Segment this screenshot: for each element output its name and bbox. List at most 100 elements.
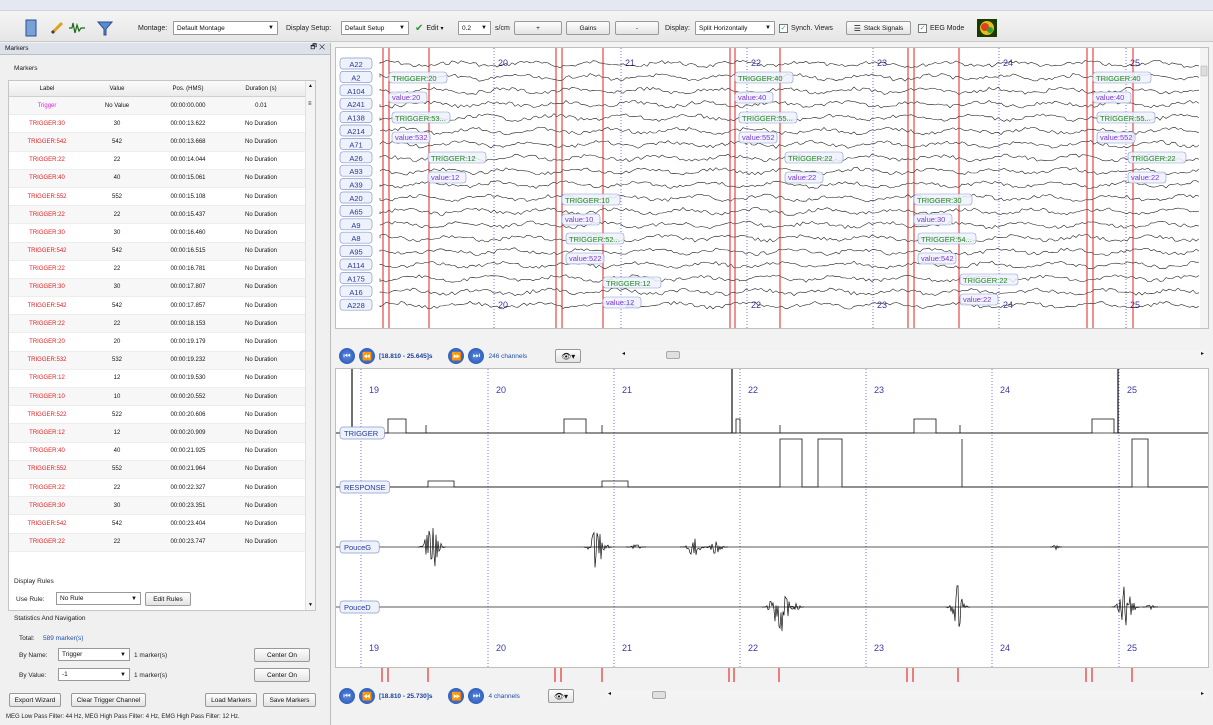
col-pos-header[interactable]: Pos. (HMS) [172, 85, 204, 92]
meg-horizontal-scrollbar[interactable]: ◂ ▸ [620, 350, 1206, 360]
emg-horizontal-scrollbar[interactable]: ◂ ▸ [606, 690, 1206, 700]
marker-value-cell: 552 [111, 193, 122, 200]
load-markers-button[interactable]: Load Markers [205, 693, 257, 707]
clear-trigger-channel-button[interactable]: Clear Trigger Channel [71, 693, 146, 707]
visibility-eye-icon[interactable]: 👁▾ [555, 349, 582, 363]
channel-label-box [339, 540, 380, 554]
pencil-icon[interactable] [48, 18, 66, 38]
filter-icon[interactable] [96, 18, 114, 38]
table-row[interactable]: TRIGGER:542 542 00:00:23.404 No Duration [9, 515, 315, 534]
stack-signals-button[interactable]: ☰ Stack Signals [846, 21, 911, 35]
marker-pos-cell: 00:00:17.807 [170, 284, 206, 291]
table-row[interactable]: TRIGGER:12 12 00:00:20.909 No Duration [9, 424, 315, 443]
channel-label: A241 [347, 100, 365, 109]
edit-menu[interactable]: ✔ Edit ▾ [415, 21, 443, 35]
channel-label-box [339, 97, 373, 110]
use-rule-select[interactable]: No Rule ▼ [56, 592, 141, 605]
table-row[interactable]: TRIGGER:30 30 00:00:16.460 No Duration [9, 224, 315, 243]
center-on-value-button[interactable]: Center On [254, 668, 310, 682]
visibility-eye-icon[interactable]: 👁▾ [547, 689, 574, 703]
marker-pos-cell: 00:00:21.925 [170, 448, 206, 455]
montage-select[interactable]: Default Montage ▼ [173, 21, 278, 35]
title-band [0, 0, 1213, 11]
table-row[interactable]: TRIGGER:552 552 00:00:15.108 No Duration [9, 188, 315, 207]
channel-label-box [339, 138, 373, 150]
marker-label-cell: TRIGGER:22 [29, 539, 65, 546]
table-row[interactable]: TRIGGER:12 12 00:00:19.530 No Duration [9, 370, 315, 388]
table-row[interactable]: TRIGGER:552 552 00:00:21.964 No Duration [9, 460, 315, 479]
table-row[interactable]: TRIGGER:30 30 00:00:17.807 No Duration [9, 278, 315, 298]
fast-forward-icon[interactable]: ⏩ [448, 688, 465, 704]
col-duration-header[interactable]: Duration (s) [245, 85, 277, 92]
table-row[interactable]: TRIGGER:40 40 00:00:15.061 No Duration [9, 169, 315, 188]
skip-start-icon[interactable]: ⏮ [339, 348, 355, 364]
marker-value-box [565, 252, 605, 265]
table-row[interactable]: TRIGGER:542 542 00:00:16.515 No Duration [9, 242, 315, 261]
table-row[interactable]: TRIGGER:22 22 00:00:22.327 No Duration [9, 479, 315, 498]
table-row[interactable]: TRIGGER:22 22 00:00:14.044 No Duration [9, 152, 315, 170]
skip-start-icon[interactable]: ⏮ [339, 688, 355, 704]
table-row[interactable]: TRIGGER:22 22 00:00:16.781 No Duration [9, 261, 315, 279]
table-row[interactable]: TRIGGER:30 30 00:00:13.622 No Duration [9, 115, 315, 134]
table-row[interactable]: TRIGGER:532 532 00:00:19.232 No Duration [9, 351, 315, 370]
table-row[interactable]: TRIGGER:22 22 00:00:23.747 No Duration [9, 533, 315, 552]
time-scale-select[interactable]: 0.2 ▼ [458, 21, 491, 35]
export-wizard-button[interactable]: Export Wizard [9, 693, 61, 707]
open-file-icon[interactable] [22, 18, 40, 38]
marker-value-cell: 30 [113, 229, 121, 236]
marker-value-tag: value:22 [1131, 173, 1159, 182]
channel-label-box [339, 231, 373, 244]
meg-channel-count[interactable]: 246 channels [488, 352, 528, 360]
rewind-icon[interactable]: ⏪ [359, 688, 375, 704]
center-on-name-button[interactable]: Center On [254, 648, 310, 662]
vertical-scroll-thumb [1200, 65, 1208, 77]
table-row[interactable]: TRIGGER:542 542 00:00:13.668 No Duration [9, 133, 315, 152]
signal-tool-icon[interactable] [68, 18, 86, 38]
meg-signal-canvas[interactable]: 202021212222232324242525A22A2A104A241A13… [336, 48, 1208, 328]
emg-signal-canvas[interactable]: 19 19 20 20 21 21 22 22 23 23 24 24 25 25 TRIGGER RESPO… [336, 369, 1208, 667]
time-tick-label-top: 22 [751, 58, 761, 68]
zoom-in-button[interactable]: + [514, 21, 562, 35]
table-row[interactable]: TRIGGER:10 10 00:00:20.552 No Duration [9, 388, 315, 407]
montage-label: Montage: [138, 24, 168, 32]
gains-button[interactable]: Gains [566, 21, 610, 35]
table-row[interactable]: TRIGGER:22 22 00:00:18.153 No Duration [9, 315, 315, 334]
table-row[interactable]: TRIGGER:542 542 00:00:17.857 No Duration [9, 297, 315, 316]
meg-signal-view[interactable]: 202021212222232324242525A22A2A104A241A13… [335, 47, 1209, 329]
col-label-header[interactable]: Label [39, 85, 55, 92]
table-row[interactable]: Trigger No Value 00:00:00.000 0.01 [9, 97, 315, 116]
table-scrollbar[interactable]: ▲ ≡ ▼ [305, 81, 315, 610]
skip-end-icon[interactable]: ⏭ [468, 348, 485, 364]
marker-value-tag: value:522 [569, 254, 602, 263]
emg-signal-view[interactable]: 19 19 20 20 21 21 22 22 23 23 24 24 25 25 TRIGGER RESPO… [335, 368, 1209, 668]
zoom-out-button[interactable]: - [615, 21, 659, 35]
table-row[interactable]: TRIGGER:22 22 00:00:15.437 No Duration [9, 206, 315, 225]
meg-scroll-thumb[interactable] [666, 351, 680, 359]
table-row[interactable]: TRIGGER:30 30 00:00:23.351 No Duration [9, 497, 315, 516]
emg-channel-count[interactable]: 4 channels [488, 692, 520, 700]
table-row[interactable]: TRIGGER:40 40 00:00:21.925 No Duration [9, 443, 315, 461]
marker-trigger-tag: TRIGGER:54... [921, 235, 972, 244]
fast-forward-icon[interactable]: ⏩ [448, 348, 465, 364]
col-value-header[interactable]: Value [109, 85, 125, 92]
by-name-select[interactable]: Trigger ▼ [58, 648, 130, 661]
brain-map-icon[interactable] [977, 18, 997, 38]
save-markers-button[interactable]: Save Markers [263, 693, 316, 707]
eeg-mode-checkbox[interactable]: ✓ EEG Mode [918, 21, 964, 35]
display-mode-select[interactable]: Split Horizontally ▼ [695, 21, 775, 35]
display-setup-select[interactable]: Default Setup ▼ [341, 21, 409, 35]
table-row[interactable]: TRIGGER:522 522 00:00:20.606 No Duration [9, 406, 315, 425]
marker-value-box [388, 91, 428, 104]
rewind-icon[interactable]: ⏪ [359, 348, 375, 364]
channel-label: PouceG [344, 543, 371, 552]
marker-tag-box [734, 71, 794, 84]
emg-scroll-thumb[interactable] [652, 691, 666, 699]
marker-duration-cell: No Duration [244, 302, 277, 309]
table-row[interactable]: TRIGGER:20 20 00:00:19.179 No Duration [9, 333, 315, 352]
close-icon[interactable]: 🗗 ✕ [310, 44, 325, 51]
synch-views-checkbox[interactable]: ✓ Synch. Views [779, 21, 833, 35]
edit-rules-button[interactable]: Edit Rules [145, 592, 191, 606]
skip-end-icon[interactable]: ⏭ [468, 688, 485, 704]
by-value-select[interactable]: -1 ▼ [58, 668, 130, 681]
channel-label-box [339, 111, 373, 123]
